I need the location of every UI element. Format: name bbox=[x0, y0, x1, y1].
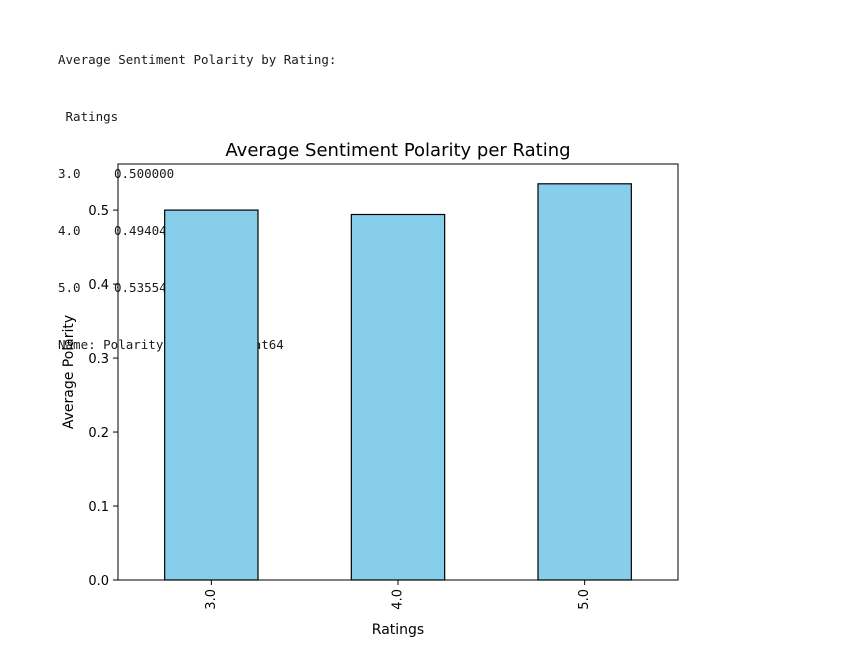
y-axis-label: Average Polarity bbox=[61, 315, 77, 429]
bars-group bbox=[164, 183, 632, 581]
console-row-value: 0.500000 bbox=[114, 166, 175, 181]
console-row-label: 3.0 bbox=[58, 166, 81, 181]
x-tick-label: 4.0 bbox=[391, 589, 406, 610]
console-header: Average Sentiment Polarity by Rating: bbox=[58, 52, 337, 67]
console-row: 4.0 0.494048 bbox=[58, 221, 336, 240]
x-axis-label: Ratings bbox=[372, 622, 424, 638]
y-tick-label: 0.2 bbox=[88, 426, 109, 441]
y-tick-label: 0.4 bbox=[88, 278, 109, 293]
console-index-name: Ratings bbox=[58, 109, 119, 124]
console-row: 3.0 0.500000 bbox=[58, 164, 336, 183]
y-axis: 0.0 0.1 0.2 0.3 0.4 0.5 bbox=[88, 204, 118, 589]
y-tick-label: 0.5 bbox=[88, 204, 109, 219]
x-tick-label: 5.0 bbox=[577, 589, 592, 610]
y-tick-label: 0.3 bbox=[88, 352, 109, 367]
chart-title: Average Sentiment Polarity per Rating bbox=[225, 140, 570, 161]
console-row-label: 4.0 bbox=[58, 223, 81, 238]
bar bbox=[537, 183, 632, 581]
console-row-label: 5.0 bbox=[58, 280, 81, 295]
x-axis: 3.0 4.0 5.0 bbox=[204, 580, 592, 610]
y-tick-label: 0.0 bbox=[88, 574, 109, 589]
console-row-value: 0.494048 bbox=[114, 223, 175, 238]
x-tick-label: 3.0 bbox=[204, 589, 219, 610]
plot-frame bbox=[117, 163, 679, 581]
console-row-value: 0.535541 bbox=[114, 280, 175, 295]
bar bbox=[350, 213, 446, 581]
console-row: 5.0 0.535541 bbox=[58, 278, 336, 297]
bar bbox=[164, 209, 259, 581]
y-tick-label: 0.1 bbox=[88, 500, 109, 515]
